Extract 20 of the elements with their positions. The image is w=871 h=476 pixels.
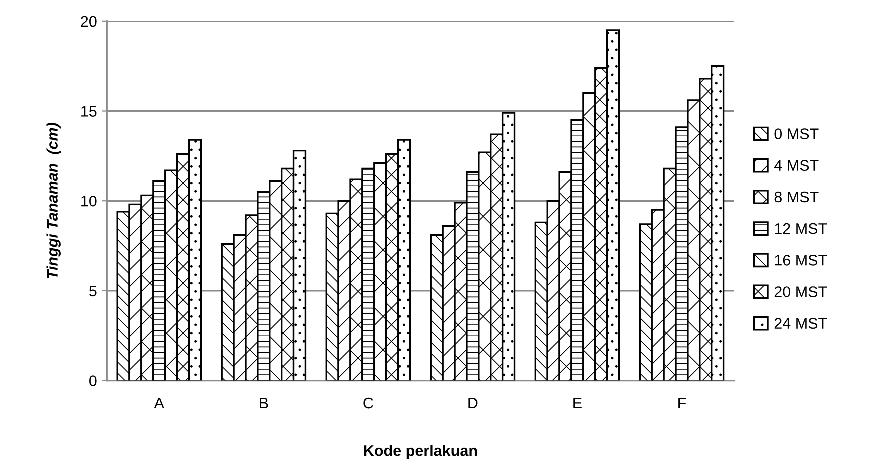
legend-label: 20 MST [774,286,828,298]
legend-label: 0 MST [774,128,819,140]
legend-label: 4 MST [774,160,819,172]
legend-label: 24 MST [774,318,828,329]
y-axis-title: Tinggi Tanaman (cm) [46,123,61,279]
y-tick-label: 5 [90,286,97,297]
x-tick-label: E [574,398,582,409]
legend-label: 16 MST [775,255,828,266]
y-tick-label: 20 [81,16,97,28]
x-tick-label: C [364,398,374,409]
y-tick-label: 10 [82,196,97,207]
x-tick-label: B [260,398,268,409]
legend-label: 8 MST [774,192,819,203]
y-tick-label: 0 [90,376,97,386]
x-tick-label: D [468,398,478,409]
legend-label: 12 MST [775,223,828,234]
x-tick-label: F [678,398,686,409]
y-tick-label: 15 [82,106,97,117]
x-axis-title: Kode perlakuan [364,445,478,460]
x-tick-label: A [154,398,164,409]
